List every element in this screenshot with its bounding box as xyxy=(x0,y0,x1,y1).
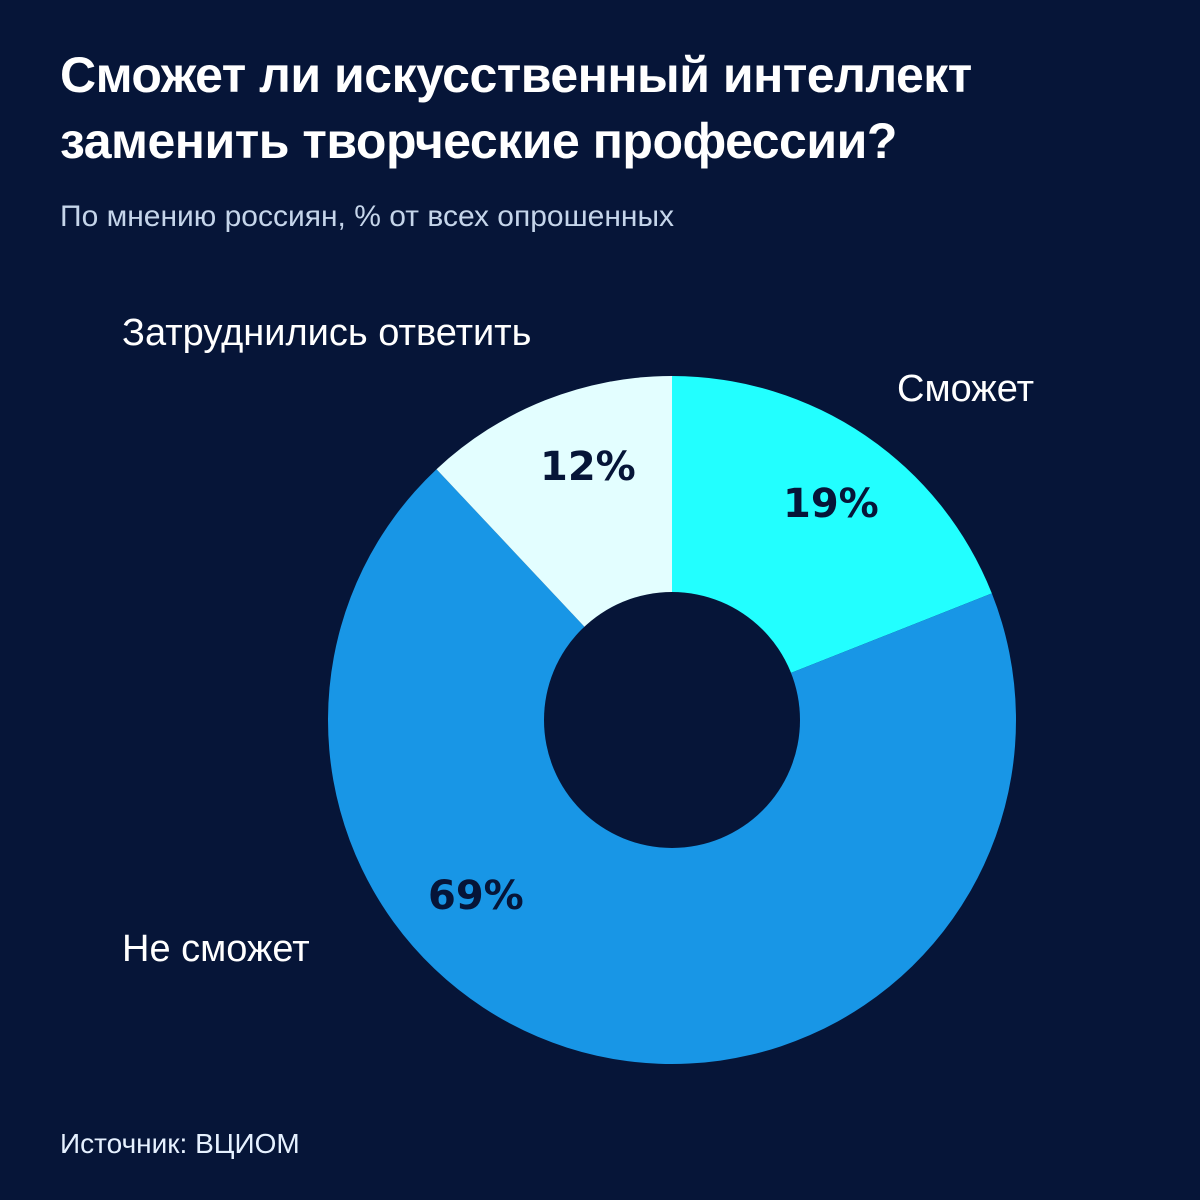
value-unsure: 12% xyxy=(540,444,636,490)
label-cannot: Не сможет xyxy=(122,928,310,970)
chart-subtitle: По мнению россиян, % от всех опрошенных xyxy=(60,200,675,233)
label-can: Сможет xyxy=(897,368,1034,410)
value-cannot: 69% xyxy=(428,873,524,919)
label-unsure: Затруднились ответить xyxy=(122,312,532,354)
donut-hole xyxy=(544,592,800,848)
value-can: 19% xyxy=(783,481,879,527)
source-note: Источник: ВЦИОМ xyxy=(60,1128,300,1159)
chart-title: Сможет ли искусственный интеллект замени… xyxy=(60,47,972,169)
